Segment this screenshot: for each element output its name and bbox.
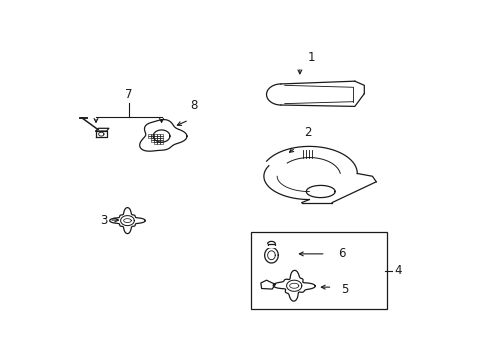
Bar xyxy=(157,138,160,140)
Bar xyxy=(151,138,154,140)
Text: 8: 8 xyxy=(190,99,198,112)
Polygon shape xyxy=(264,248,278,263)
Text: 3: 3 xyxy=(100,213,107,226)
Polygon shape xyxy=(153,130,169,142)
Bar xyxy=(160,138,163,140)
Polygon shape xyxy=(96,128,109,131)
Bar xyxy=(148,136,151,138)
Text: 2: 2 xyxy=(303,126,310,139)
Bar xyxy=(154,143,157,144)
Bar xyxy=(157,134,160,135)
Bar xyxy=(148,134,151,135)
Bar xyxy=(154,134,157,135)
Polygon shape xyxy=(96,131,106,137)
Text: 5: 5 xyxy=(341,283,348,296)
Bar xyxy=(160,143,163,144)
Bar xyxy=(157,140,160,142)
Bar xyxy=(154,138,157,140)
Bar xyxy=(160,140,163,142)
Polygon shape xyxy=(267,242,275,244)
Polygon shape xyxy=(260,280,275,289)
Bar xyxy=(151,136,154,138)
Bar xyxy=(154,140,157,142)
Bar xyxy=(250,232,386,309)
Polygon shape xyxy=(266,84,364,107)
Bar xyxy=(157,143,160,144)
Bar xyxy=(160,134,163,135)
Bar xyxy=(157,136,160,138)
Bar xyxy=(151,134,154,135)
Polygon shape xyxy=(273,270,315,301)
Polygon shape xyxy=(305,185,334,198)
Bar xyxy=(160,136,163,138)
Polygon shape xyxy=(140,120,186,151)
Polygon shape xyxy=(109,208,145,234)
Bar xyxy=(154,136,157,138)
Bar xyxy=(151,140,154,142)
Text: 7: 7 xyxy=(125,89,132,102)
Text: 1: 1 xyxy=(307,51,314,64)
Text: 6: 6 xyxy=(338,247,346,260)
Text: 4: 4 xyxy=(393,264,401,277)
Polygon shape xyxy=(264,147,375,203)
